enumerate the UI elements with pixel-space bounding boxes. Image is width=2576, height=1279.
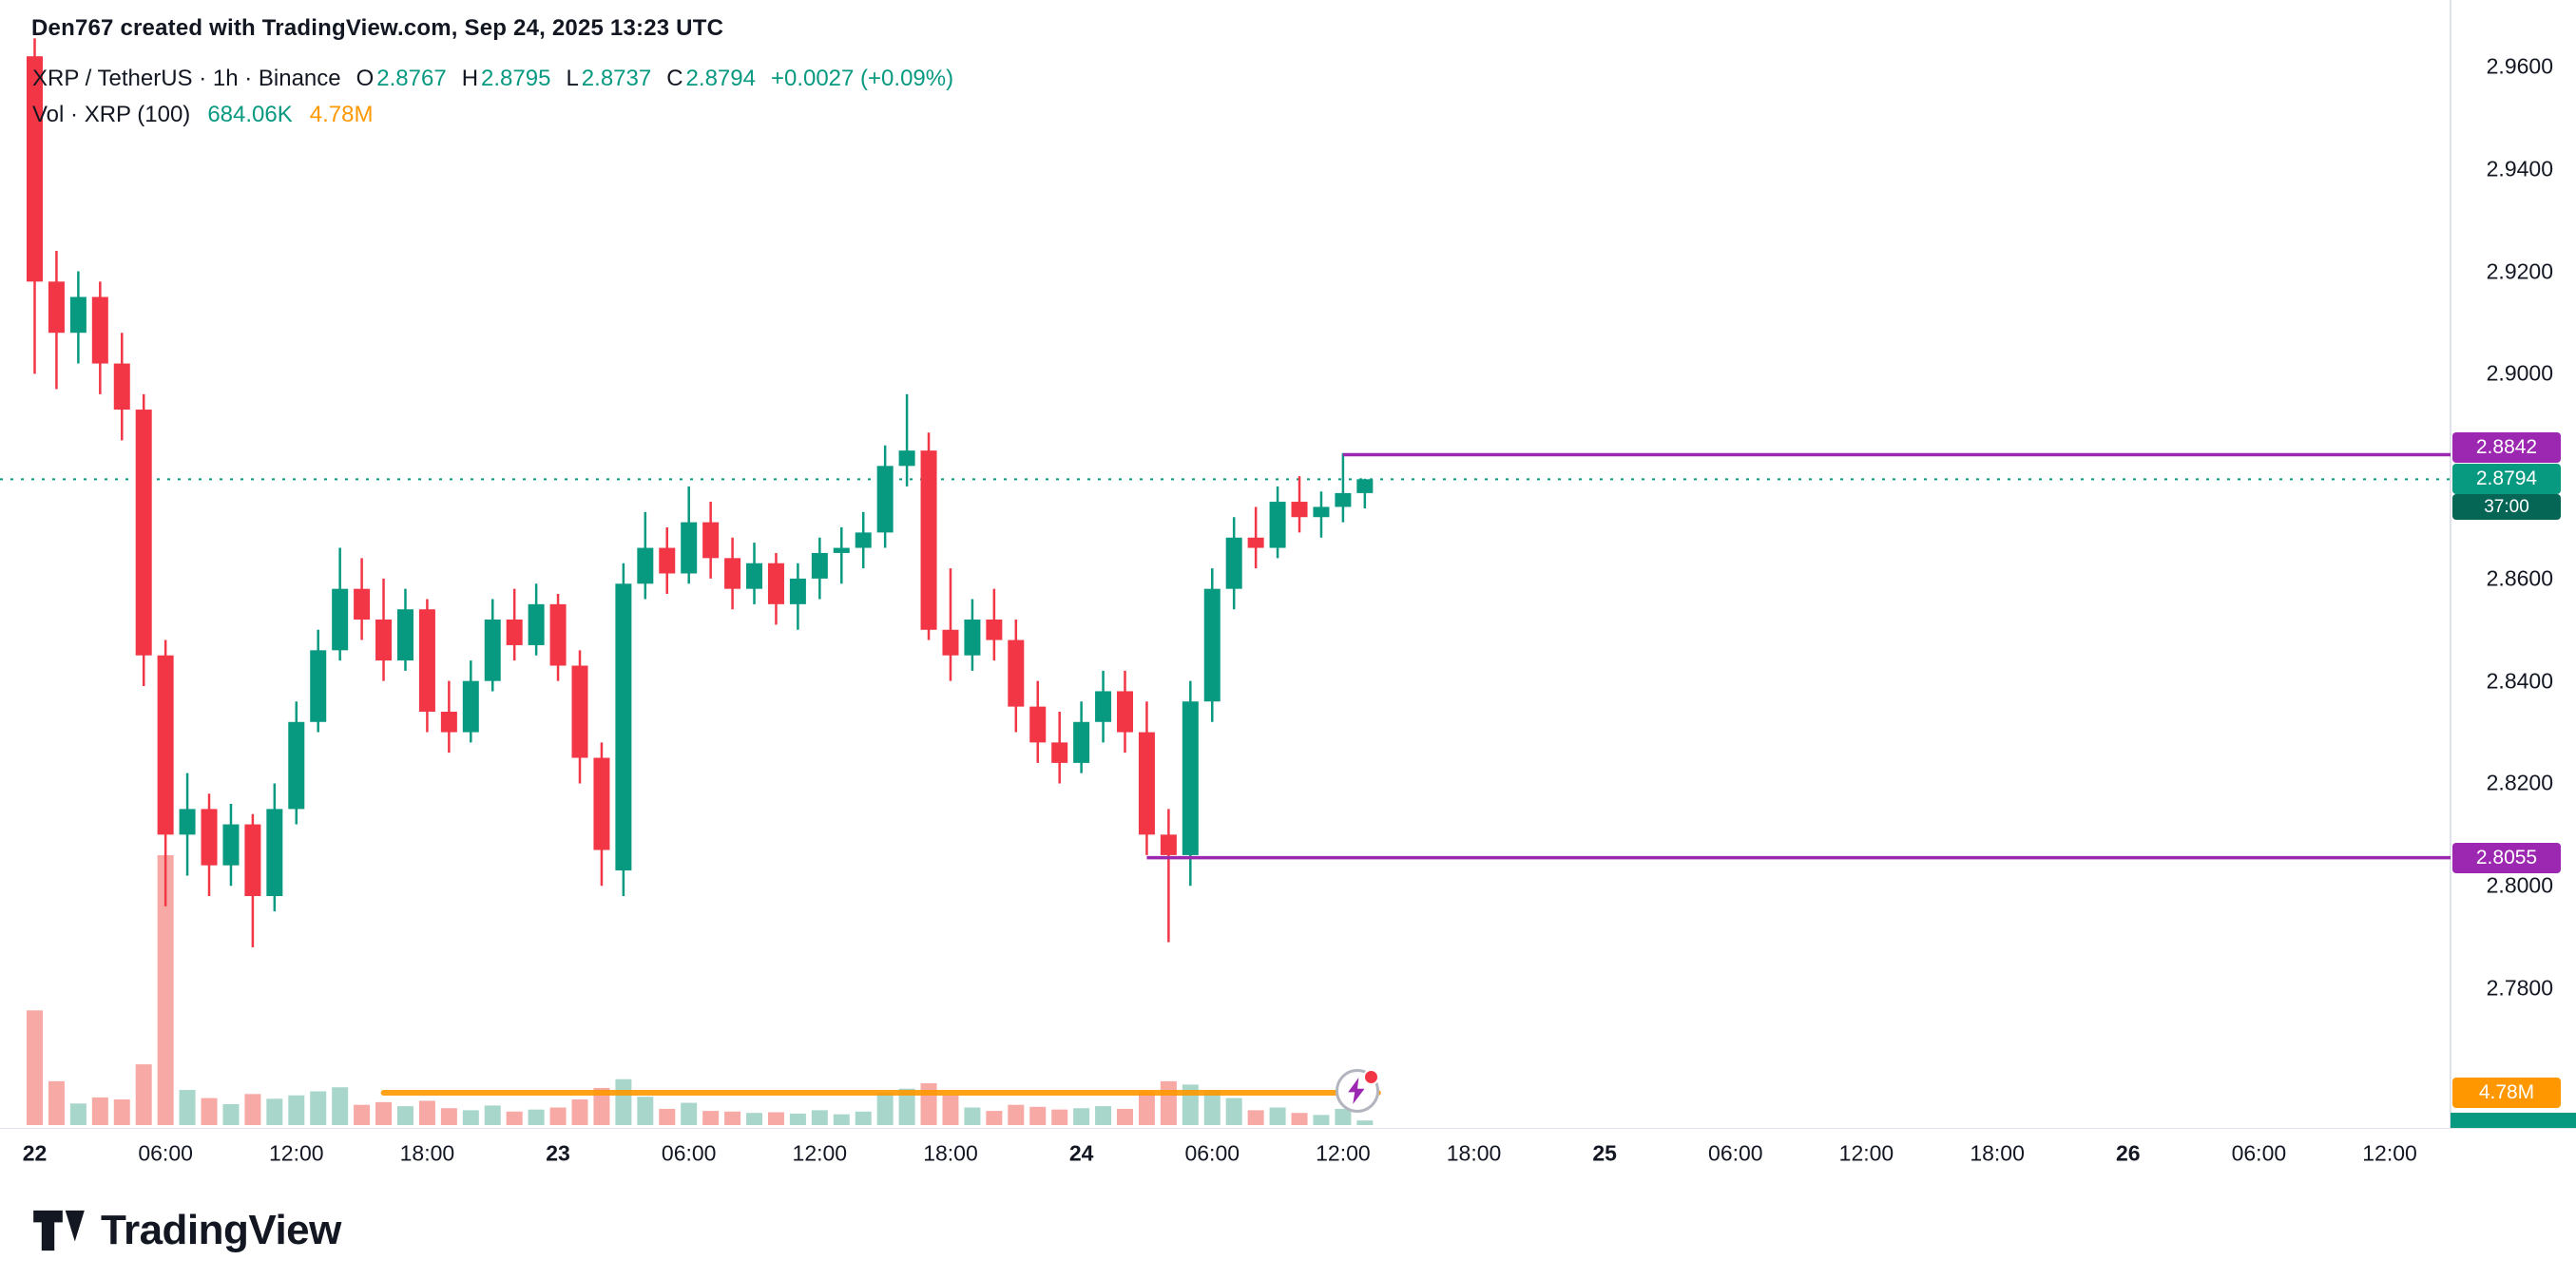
notification-dot (1363, 1069, 1379, 1085)
close-value: 2.8794 (685, 66, 756, 91)
time-label-day: 25 (1592, 1140, 1617, 1166)
time-label: 06:00 (138, 1140, 193, 1166)
price-label: 2.8200 (2486, 770, 2553, 795)
tradingview-logo[interactable]: TradingView (31, 1207, 341, 1254)
time-label: 12:00 (268, 1140, 324, 1166)
time-label: 06:00 (1184, 1140, 1240, 1166)
time-axis[interactable]: 22 06:00 12:00 18:00 23 06:00 12:00 18:00 24 06:0… (0, 1129, 2576, 1178)
tradingview-logo-text: TradingView (101, 1207, 341, 1253)
bar-countdown-badge: 37:00 (2452, 494, 2561, 521)
symbol-title[interactable]: XRP / TetherUS · 1h · Binance (32, 66, 341, 91)
lightning-bolt-icon (1348, 1078, 1365, 1104)
time-label-day: 23 (546, 1140, 570, 1166)
volume-ma-value: 4.78M (309, 102, 374, 127)
price-label: 2.8000 (2486, 872, 2553, 898)
time-label: 18:00 (1446, 1140, 1502, 1166)
alert-line-price-badge-low: 2.8055 (2452, 842, 2561, 873)
price-label: 2.9200 (2486, 258, 2553, 284)
time-label: 18:00 (399, 1140, 455, 1166)
time-label: 18:00 (1970, 1140, 2025, 1166)
volume-bars (27, 855, 1374, 1125)
price-label: 2.9000 (2486, 360, 2553, 386)
change-value: +0.0027 (+0.09%) (770, 66, 954, 91)
volume-ma-badge: 4.78M (2452, 1078, 2561, 1109)
price-axis[interactable]: 2.8842 2.8794 37:00 2.8055 4.78M 2.9600 2… (2451, 0, 2576, 1129)
time-label: 06:00 (1708, 1140, 1763, 1166)
price-label: 2.7800 (2486, 975, 2553, 1001)
time-label: 12:00 (1316, 1140, 1371, 1166)
volume-current-value: 684.06K (207, 102, 293, 127)
time-label: 12:00 (2362, 1140, 2417, 1166)
current-price-badge: 2.8794 (2452, 464, 2561, 495)
events-icon[interactable] (1336, 1069, 1379, 1113)
time-label: 12:00 (1838, 1140, 1894, 1166)
high-value: 2.8795 (481, 66, 551, 91)
time-label: 06:00 (2231, 1140, 2287, 1166)
low-value: 2.8737 (581, 66, 652, 91)
candles (27, 38, 1374, 947)
price-label: 2.9400 (2486, 156, 2553, 181)
high-label: H (461, 66, 479, 91)
current-volume-badge-strip (2451, 1113, 2576, 1128)
time-label-day: 26 (2115, 1140, 2141, 1166)
close-label: C (666, 66, 683, 91)
time-label: 06:00 (661, 1140, 717, 1166)
time-label-day: 22 (22, 1140, 48, 1166)
alert-line-price-badge-high: 2.8842 (2452, 432, 2561, 464)
ohlc-values: O 2.8767 H 2.8795 L 2.8737 C 2.8794 (341, 66, 756, 92)
open-label: O (356, 66, 375, 91)
tradingview-logo-mark (33, 1210, 85, 1251)
open-value: 2.8767 (376, 66, 447, 91)
price-label: 2.9600 (2486, 53, 2553, 79)
volume-indicator-title[interactable]: Vol · XRP (100) (32, 102, 191, 127)
price-label: 2.8400 (2486, 668, 2553, 694)
time-label: 12:00 (792, 1140, 848, 1166)
volume-row: Vol · XRP (100) 684.06K 4.78M (32, 97, 953, 133)
time-label: 18:00 (923, 1140, 978, 1166)
price-label: 2.8600 (2486, 565, 2553, 591)
attribution-text: Den767 created with TradingView.com, Sep… (31, 15, 724, 41)
time-label-day: 24 (1068, 1140, 1094, 1166)
low-label: L (566, 66, 579, 91)
